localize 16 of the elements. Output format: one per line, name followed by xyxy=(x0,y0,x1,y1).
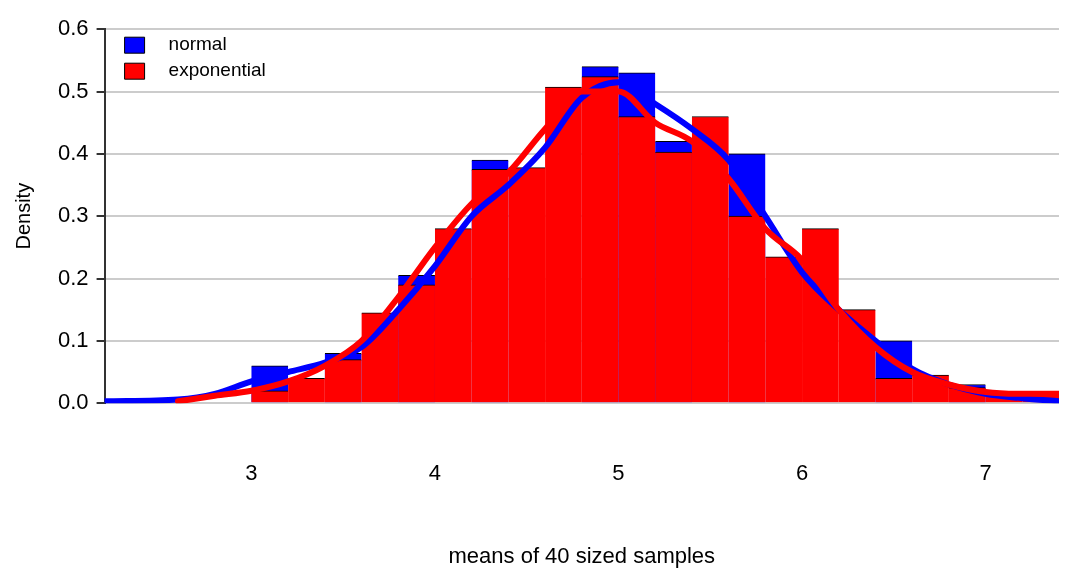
y-tick-label: 0.4 xyxy=(57,139,89,165)
y-axis-title: Density xyxy=(11,182,34,250)
x-tick-label: 3 xyxy=(245,460,258,486)
y-tick-label: 0.6 xyxy=(57,15,89,41)
x-axis-title: means of 40 sized samples xyxy=(448,542,716,568)
y-tick-label: 0.3 xyxy=(57,202,89,228)
x-tick-label: 5 xyxy=(612,460,625,486)
y-tick-label: 0.2 xyxy=(57,264,89,290)
x-tick-label: 6 xyxy=(795,460,809,486)
legend-label: exponential xyxy=(168,59,266,81)
y-tick-label: 0.5 xyxy=(57,77,89,103)
legend-label: normal xyxy=(168,33,227,55)
y-tick-label: 0.1 xyxy=(57,326,89,352)
x-tick-label: 7 xyxy=(979,460,992,486)
x-tick-label: 4 xyxy=(428,460,442,486)
y-tick-label: 0.0 xyxy=(57,389,89,415)
